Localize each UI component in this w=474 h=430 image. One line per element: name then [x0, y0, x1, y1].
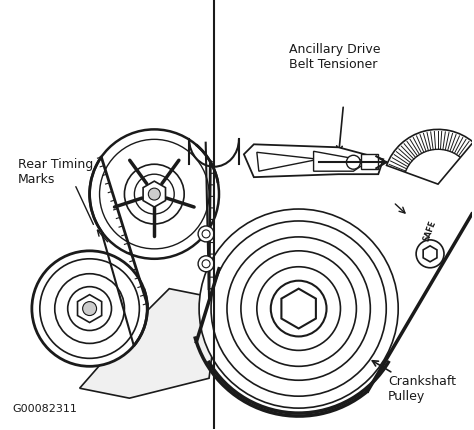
Circle shape	[202, 230, 210, 238]
Text: Rear Timing
Marks: Rear Timing Marks	[18, 158, 93, 186]
Polygon shape	[257, 153, 319, 172]
Circle shape	[257, 267, 340, 350]
Circle shape	[211, 221, 386, 396]
Circle shape	[227, 237, 370, 381]
Polygon shape	[80, 289, 219, 398]
Circle shape	[55, 274, 125, 344]
Circle shape	[125, 165, 184, 224]
Polygon shape	[314, 152, 368, 172]
Circle shape	[135, 175, 174, 215]
Circle shape	[90, 130, 219, 259]
Circle shape	[416, 240, 444, 268]
Polygon shape	[282, 289, 316, 329]
Circle shape	[198, 256, 214, 272]
Circle shape	[241, 251, 356, 366]
Polygon shape	[244, 145, 383, 178]
Polygon shape	[143, 182, 165, 208]
Text: SAFE: SAFE	[422, 219, 438, 242]
Wedge shape	[387, 130, 473, 185]
Text: Crankshaft
Pulley: Crankshaft Pulley	[388, 375, 456, 402]
Circle shape	[198, 227, 214, 243]
Circle shape	[100, 140, 209, 249]
Text: G00082311: G00082311	[12, 403, 77, 413]
Circle shape	[199, 209, 398, 408]
Circle shape	[271, 281, 327, 337]
Circle shape	[82, 302, 97, 316]
Circle shape	[148, 189, 160, 201]
Polygon shape	[78, 295, 101, 323]
Circle shape	[32, 251, 147, 366]
Circle shape	[202, 260, 210, 268]
Text: Ancillary Drive
Belt Tensioner: Ancillary Drive Belt Tensioner	[289, 43, 380, 71]
Polygon shape	[361, 155, 378, 170]
Circle shape	[346, 156, 360, 170]
Circle shape	[40, 259, 139, 359]
Circle shape	[68, 287, 111, 331]
Polygon shape	[423, 246, 437, 262]
